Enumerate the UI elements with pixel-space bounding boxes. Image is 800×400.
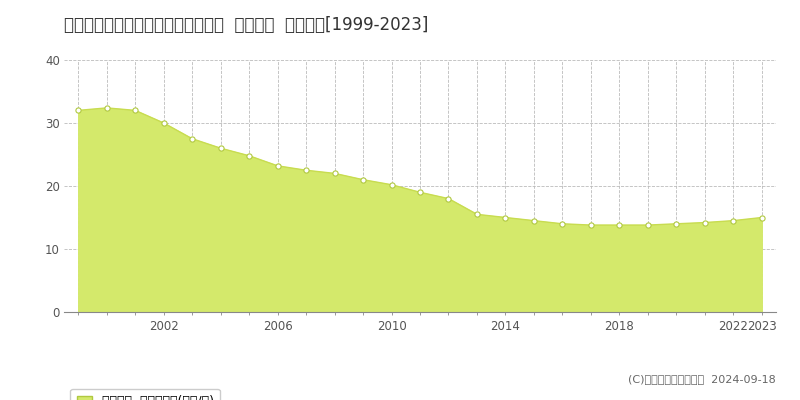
Point bbox=[670, 220, 682, 227]
Point bbox=[698, 219, 711, 226]
Point bbox=[385, 182, 398, 188]
Point bbox=[300, 167, 313, 174]
Point bbox=[186, 136, 198, 142]
Point bbox=[727, 218, 740, 224]
Point bbox=[242, 152, 255, 159]
Point bbox=[72, 107, 85, 114]
Point bbox=[328, 170, 341, 176]
Text: (C)土地価格ドットコム  2024-09-18: (C)土地価格ドットコム 2024-09-18 bbox=[628, 374, 776, 384]
Point bbox=[100, 105, 113, 111]
Text: 鳥取県鳥取市南安長２丁目１０３番  公示地価  地価推移[1999-2023]: 鳥取県鳥取市南安長２丁目１０３番 公示地価 地価推移[1999-2023] bbox=[64, 16, 428, 34]
Point bbox=[158, 120, 170, 126]
Point bbox=[470, 211, 483, 218]
Legend: 公示地価  平均坪単価(万円/坪): 公示地価 平均坪単価(万円/坪) bbox=[70, 389, 220, 400]
Point bbox=[527, 218, 540, 224]
Point bbox=[556, 220, 569, 227]
Point bbox=[214, 145, 227, 151]
Point bbox=[642, 222, 654, 228]
Point bbox=[442, 195, 455, 202]
Point bbox=[271, 163, 284, 169]
Point bbox=[613, 222, 626, 228]
Point bbox=[129, 107, 142, 114]
Point bbox=[357, 176, 370, 183]
Point bbox=[585, 222, 598, 228]
Point bbox=[755, 214, 768, 221]
Point bbox=[499, 214, 512, 221]
Point bbox=[414, 189, 426, 196]
